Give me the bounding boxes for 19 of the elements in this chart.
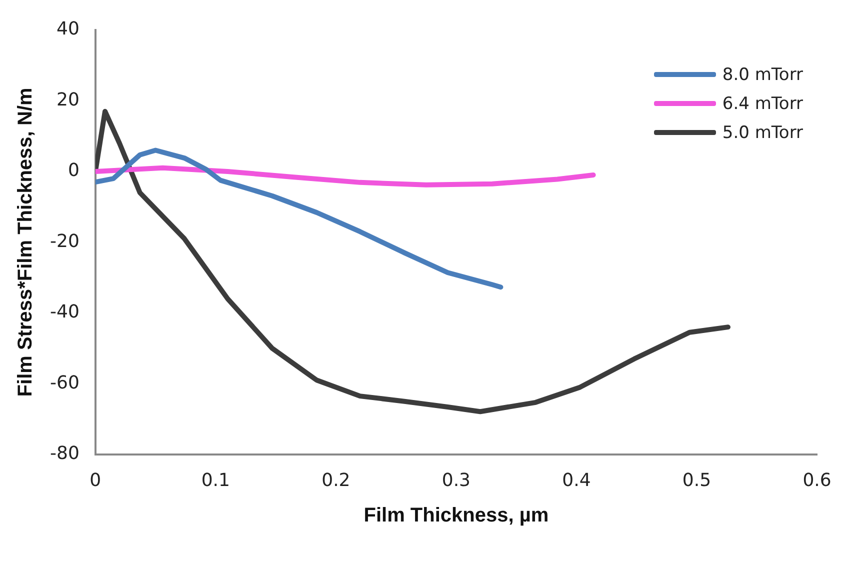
y-tick-label: 0 — [68, 160, 80, 182]
x-tick-label: 0.5 — [682, 470, 712, 491]
y-tick-label: -20 — [50, 230, 80, 252]
legend-label: 8.0 mTorr — [722, 64, 803, 84]
x-tick-label: 0.6 — [802, 470, 832, 491]
y-axis-title: Film Stress*Film Thickness, N/m — [14, 88, 37, 397]
y-tick-label: 40 — [56, 18, 80, 40]
y-tick-label: -40 — [50, 302, 80, 323]
legend-label: 6.4 mTorr — [722, 94, 803, 114]
x-tick-label: 0.4 — [562, 470, 591, 491]
x-tick-label: 0.1 — [201, 470, 230, 491]
y-tick-label: -80 — [50, 443, 80, 464]
x-tick-label: 0 — [90, 470, 102, 491]
x-tick-label: 0.2 — [322, 470, 350, 491]
legend-label: 5.0 mTorr — [722, 122, 803, 142]
y-tick-label: -60 — [50, 372, 80, 394]
x-axis-title: Film Thickness, µm — [364, 504, 549, 527]
y-tick-label: 20 — [56, 89, 80, 110]
x-tick-label: 0.3 — [442, 470, 471, 491]
